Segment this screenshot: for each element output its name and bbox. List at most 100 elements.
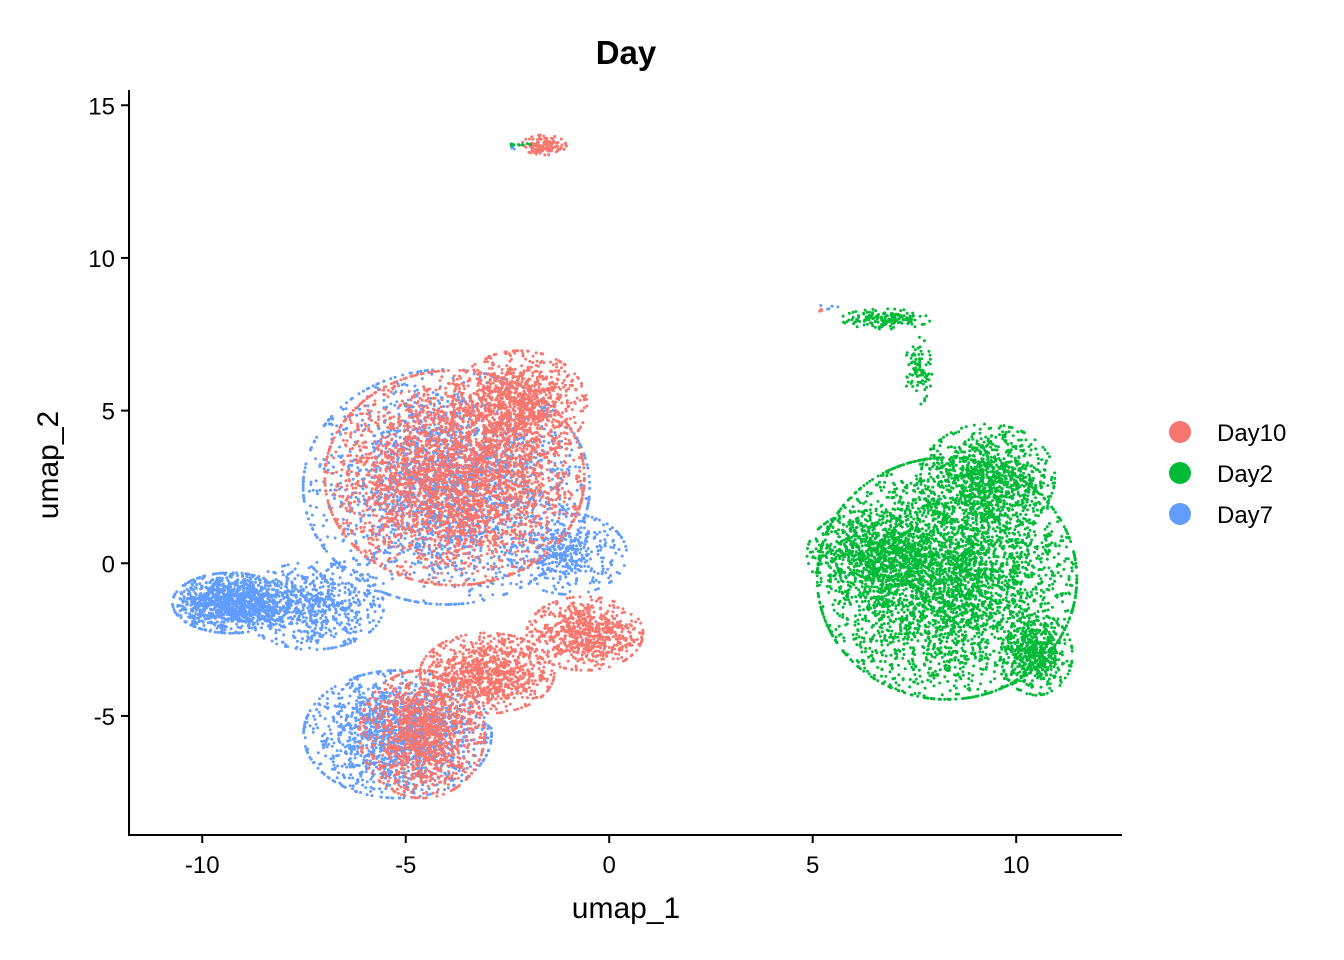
data-point [384,591,388,595]
data-point [560,439,564,443]
data-point [231,609,235,613]
data-point [204,581,208,585]
data-point [357,696,360,699]
data-point [216,595,220,599]
data-point [456,395,460,399]
data-point [395,429,399,433]
data-point [400,675,404,679]
data-point [440,547,444,551]
data-point [272,588,276,592]
data-point [329,422,333,426]
data-point [343,565,347,569]
data-point [293,577,297,581]
data-point [316,492,319,496]
data-point [506,510,510,514]
data-point [322,543,326,547]
data-point [319,597,323,601]
data-point [201,608,205,612]
data-point [525,462,529,466]
data-point [223,628,227,632]
data-point [389,377,393,381]
data-point [442,578,446,582]
data-point [195,583,199,586]
data-point [252,573,256,577]
data-point [375,382,379,386]
data-point [374,442,378,446]
data-point [329,577,333,581]
data-point [220,631,224,635]
data-point [568,454,572,458]
data-point [315,489,319,493]
data-point [290,581,294,585]
data-point [310,527,314,530]
data-point [313,439,317,443]
data-point [195,608,198,612]
data-point [366,578,370,582]
data-point [361,577,365,580]
data-point [205,617,209,621]
data-point [261,609,265,613]
data-point [362,758,366,762]
data-point [311,573,315,577]
data-point [460,400,464,403]
data-point [308,604,312,608]
data-point [346,642,349,646]
data-point [365,563,369,567]
data-point [247,583,251,587]
data-point [355,559,358,562]
data-point [303,745,307,749]
data-point [215,576,219,580]
data-point [277,600,281,604]
data-point [351,787,354,791]
data-point [385,551,389,554]
data-point [228,593,232,597]
data-point [256,622,260,626]
data-point [275,604,279,608]
data-point [340,764,344,768]
data-point [322,513,326,517]
data-point [489,456,493,460]
data-point [232,613,236,617]
data-point [301,603,305,607]
data-point [215,609,219,612]
data-point [293,614,297,618]
data-point [283,564,287,568]
data-point [318,697,321,701]
data-point [326,581,330,584]
data-point [450,436,454,440]
data-point [265,606,269,610]
data-point [307,600,311,604]
data-point [492,562,496,566]
data-point [374,532,378,536]
data-point [358,683,362,687]
data-point [443,544,446,548]
data-point [286,606,290,610]
data-point [438,401,442,405]
data-point [365,608,369,612]
data-point [308,504,312,508]
data-point [197,620,201,623]
data-point [245,572,249,576]
data-point [209,621,213,625]
data-point [340,454,344,458]
data-point [374,576,378,580]
data-point [351,477,355,481]
data-point [333,685,337,688]
data-point [305,716,309,720]
data-point [198,627,202,630]
data-point [340,696,344,700]
data-point [353,430,357,434]
data-point [329,562,333,566]
data-point [350,619,354,622]
data-point [501,576,505,580]
data-point [377,453,381,457]
data-point [406,548,410,552]
data-point [268,584,272,588]
data-point [325,622,328,626]
data-point [293,586,297,590]
data-point [309,618,313,622]
data-point [363,591,367,595]
data-point [531,514,535,518]
data-point [462,699,466,703]
